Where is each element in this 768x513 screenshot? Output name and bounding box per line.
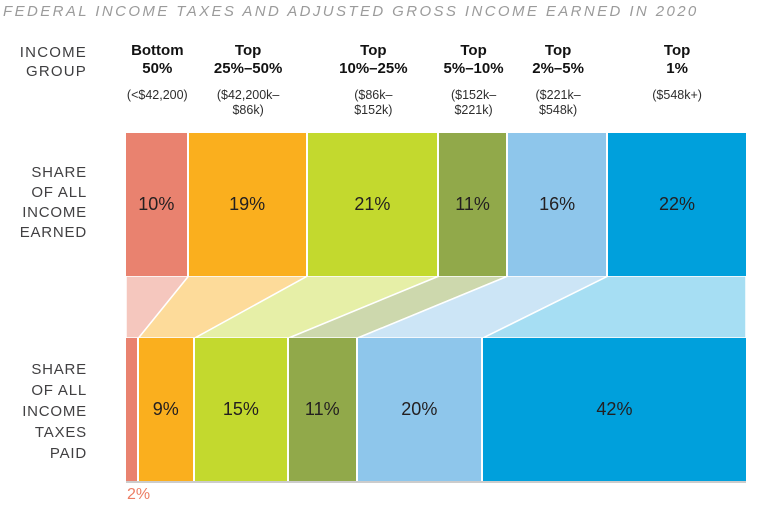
flow-band — [139, 276, 308, 338]
column-headers-row: Bottom 50% (<$42,200) Top 25%–50% ($42,200k… — [126, 42, 746, 132]
segment-value-label: 11% — [304, 399, 340, 419]
bar-segment: 9% — [138, 338, 195, 481]
column-header-range: ($548k+) — [652, 88, 702, 102]
segment-value-label: 19% — [229, 194, 266, 214]
flow-band — [126, 276, 189, 338]
bar-segment: 10% — [126, 133, 189, 276]
bar-segment: 20% — [357, 338, 483, 481]
row-label-income-earned: SHARE OF ALL INCOME EARNED — [19, 164, 87, 241]
bar-segment: 15% — [194, 338, 289, 481]
column-header-label: Bottom 50% — [131, 42, 184, 77]
bottom50-taxes-outside-label: 2% — [127, 486, 151, 503]
column-header-range: ($42,200k– $86k) — [216, 88, 280, 117]
segment-value-label: 21% — [354, 194, 391, 214]
bar-segment — [126, 338, 139, 481]
column-header-4: Top 5%–10% ($152k– $221k) — [439, 42, 508, 118]
bar-segment: 11% — [439, 133, 508, 276]
segment-value-label: 15% — [222, 399, 259, 419]
bar-segment: 22% — [608, 133, 746, 276]
column-header-label: Top 1% — [663, 42, 691, 77]
left-axis-column: INCOME GROUP SHARE OF ALL INCOME EARNED … — [0, 0, 126, 513]
bar-segment: 11% — [288, 338, 358, 481]
bar-segment: 19% — [188, 133, 308, 276]
column-header-range: ($86k– $152k) — [354, 88, 393, 117]
segment-value-label: 10% — [138, 194, 175, 214]
column-header-label: Top 2%–5% — [532, 42, 584, 77]
column-header-5: Top 2%–5% ($221k– $548k) — [508, 42, 608, 118]
flow-bands — [126, 276, 746, 338]
column-header-2: Top 25%–50% ($42,200k– $86k) — [189, 42, 308, 118]
flow-band — [358, 276, 609, 338]
taxes-paid-bar: 9% 15% 11% 20% 42% — [126, 338, 746, 481]
chart-title: FEDERAL INCOME TAXES AND ADJUSTED GROSS … — [3, 3, 699, 20]
flow-band — [195, 276, 439, 338]
column-header-range: (<$42,200) — [126, 88, 188, 102]
chart-plot-area: Bottom 50% (<$42,200) Top 25%–50% ($42,200k… — [126, 0, 746, 513]
segment-value-label: 11% — [455, 194, 490, 214]
bar-segment: 42% — [482, 338, 746, 481]
column-header-label: Top 25%–50% — [213, 42, 283, 77]
column-header-range: ($152k– $221k) — [450, 88, 497, 117]
column-header-3: Top 10%–25% ($86k– $152k) — [308, 42, 440, 118]
flow-band — [289, 276, 508, 338]
column-header-6: Top 1% ($548k+) — [608, 42, 746, 103]
bar-segment: 16% — [507, 133, 609, 276]
column-header-range: ($221k– $548k) — [535, 88, 581, 117]
column-header-label: Top 5%–10% — [443, 42, 504, 77]
segment-value-label: 20% — [401, 399, 438, 419]
segment-value-label: 42% — [596, 399, 633, 419]
column-header-1: Bottom 50% (<$42,200) — [126, 42, 189, 103]
flow-band — [483, 276, 746, 338]
income-earned-bar: 10% 19% 21% 11% 16% 22% — [126, 133, 746, 276]
column-header-label: Top 10%–25% — [339, 42, 408, 77]
segment-value-label: 22% — [659, 194, 696, 214]
segment-value-label: 16% — [539, 194, 576, 214]
income-group-axis-label: INCOME GROUP — [19, 44, 87, 80]
row-label-taxes-paid: SHARE OF ALL INCOME TAXES PAID — [22, 361, 87, 462]
bar-segment: 21% — [307, 133, 440, 276]
segment-value-label: 9% — [152, 399, 179, 419]
